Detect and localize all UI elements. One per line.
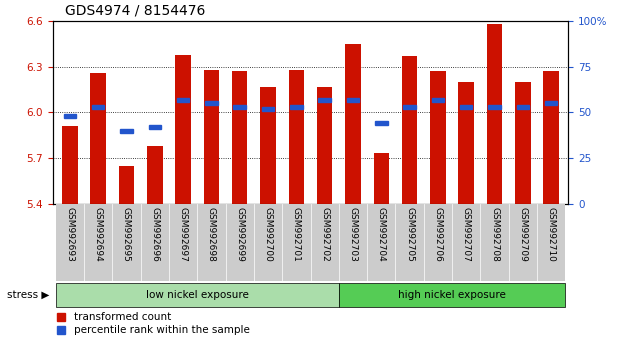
Bar — [543, 72, 559, 204]
Bar — [488, 105, 501, 109]
Bar — [92, 105, 104, 109]
Bar — [169, 204, 197, 281]
Bar — [254, 204, 282, 281]
Bar — [90, 73, 106, 204]
Bar — [148, 125, 161, 129]
Bar — [319, 98, 331, 102]
Bar — [452, 204, 481, 281]
Bar — [424, 204, 452, 281]
Bar — [317, 87, 332, 204]
Bar — [373, 153, 389, 204]
Bar — [260, 87, 276, 204]
Bar — [537, 204, 565, 281]
Bar — [120, 129, 133, 133]
Bar — [262, 107, 274, 111]
Bar — [347, 98, 359, 102]
Text: low nickel exposure: low nickel exposure — [146, 290, 248, 300]
Bar — [290, 105, 302, 109]
Bar — [205, 101, 217, 105]
Bar — [367, 204, 396, 281]
Bar — [63, 114, 76, 118]
Bar — [62, 126, 78, 204]
Bar — [460, 105, 473, 109]
Bar — [487, 24, 502, 204]
FancyBboxPatch shape — [56, 283, 339, 307]
Text: high nickel exposure: high nickel exposure — [398, 290, 506, 300]
Bar — [289, 70, 304, 204]
Bar — [481, 204, 509, 281]
Text: GSM992709: GSM992709 — [519, 207, 527, 262]
Bar — [147, 146, 163, 204]
Bar — [375, 121, 388, 125]
Bar — [430, 72, 446, 204]
Bar — [112, 204, 140, 281]
Text: GSM992697: GSM992697 — [179, 207, 188, 262]
Text: GSM992706: GSM992706 — [433, 207, 442, 262]
Bar — [432, 98, 444, 102]
Text: GSM992694: GSM992694 — [94, 207, 102, 261]
FancyBboxPatch shape — [339, 283, 565, 307]
Text: GSM992700: GSM992700 — [263, 207, 273, 262]
Text: GSM992701: GSM992701 — [292, 207, 301, 262]
Text: GSM992695: GSM992695 — [122, 207, 131, 262]
Text: stress ▶: stress ▶ — [7, 290, 50, 300]
Text: GSM992699: GSM992699 — [235, 207, 244, 262]
Bar — [404, 105, 416, 109]
Text: GSM992707: GSM992707 — [462, 207, 471, 262]
Bar — [233, 105, 246, 109]
Bar — [84, 204, 112, 281]
Bar — [119, 166, 134, 204]
Bar — [225, 204, 254, 281]
Text: GSM992693: GSM992693 — [65, 207, 75, 262]
Bar — [396, 204, 424, 281]
Bar — [545, 101, 558, 105]
Text: GSM992705: GSM992705 — [405, 207, 414, 262]
Bar — [509, 204, 537, 281]
Bar — [56, 204, 84, 281]
Bar — [515, 82, 531, 204]
Text: GSM992696: GSM992696 — [150, 207, 159, 262]
Bar — [402, 56, 417, 204]
Bar — [175, 55, 191, 204]
Bar — [339, 204, 367, 281]
Bar — [310, 204, 339, 281]
Bar — [458, 82, 474, 204]
Bar — [140, 204, 169, 281]
Legend: transformed count, percentile rank within the sample: transformed count, percentile rank withi… — [53, 308, 253, 339]
Bar — [232, 72, 248, 204]
Text: GSM992710: GSM992710 — [546, 207, 556, 262]
Text: GSM992708: GSM992708 — [490, 207, 499, 262]
Text: GSM992698: GSM992698 — [207, 207, 216, 262]
Text: GDS4974 / 8154476: GDS4974 / 8154476 — [65, 4, 206, 18]
Text: GSM992704: GSM992704 — [377, 207, 386, 261]
Text: GSM992702: GSM992702 — [320, 207, 329, 261]
Text: GSM992703: GSM992703 — [348, 207, 358, 262]
Bar — [204, 70, 219, 204]
Bar — [345, 44, 361, 204]
Bar — [197, 204, 225, 281]
Bar — [517, 105, 529, 109]
Bar — [177, 98, 189, 102]
Bar — [282, 204, 310, 281]
